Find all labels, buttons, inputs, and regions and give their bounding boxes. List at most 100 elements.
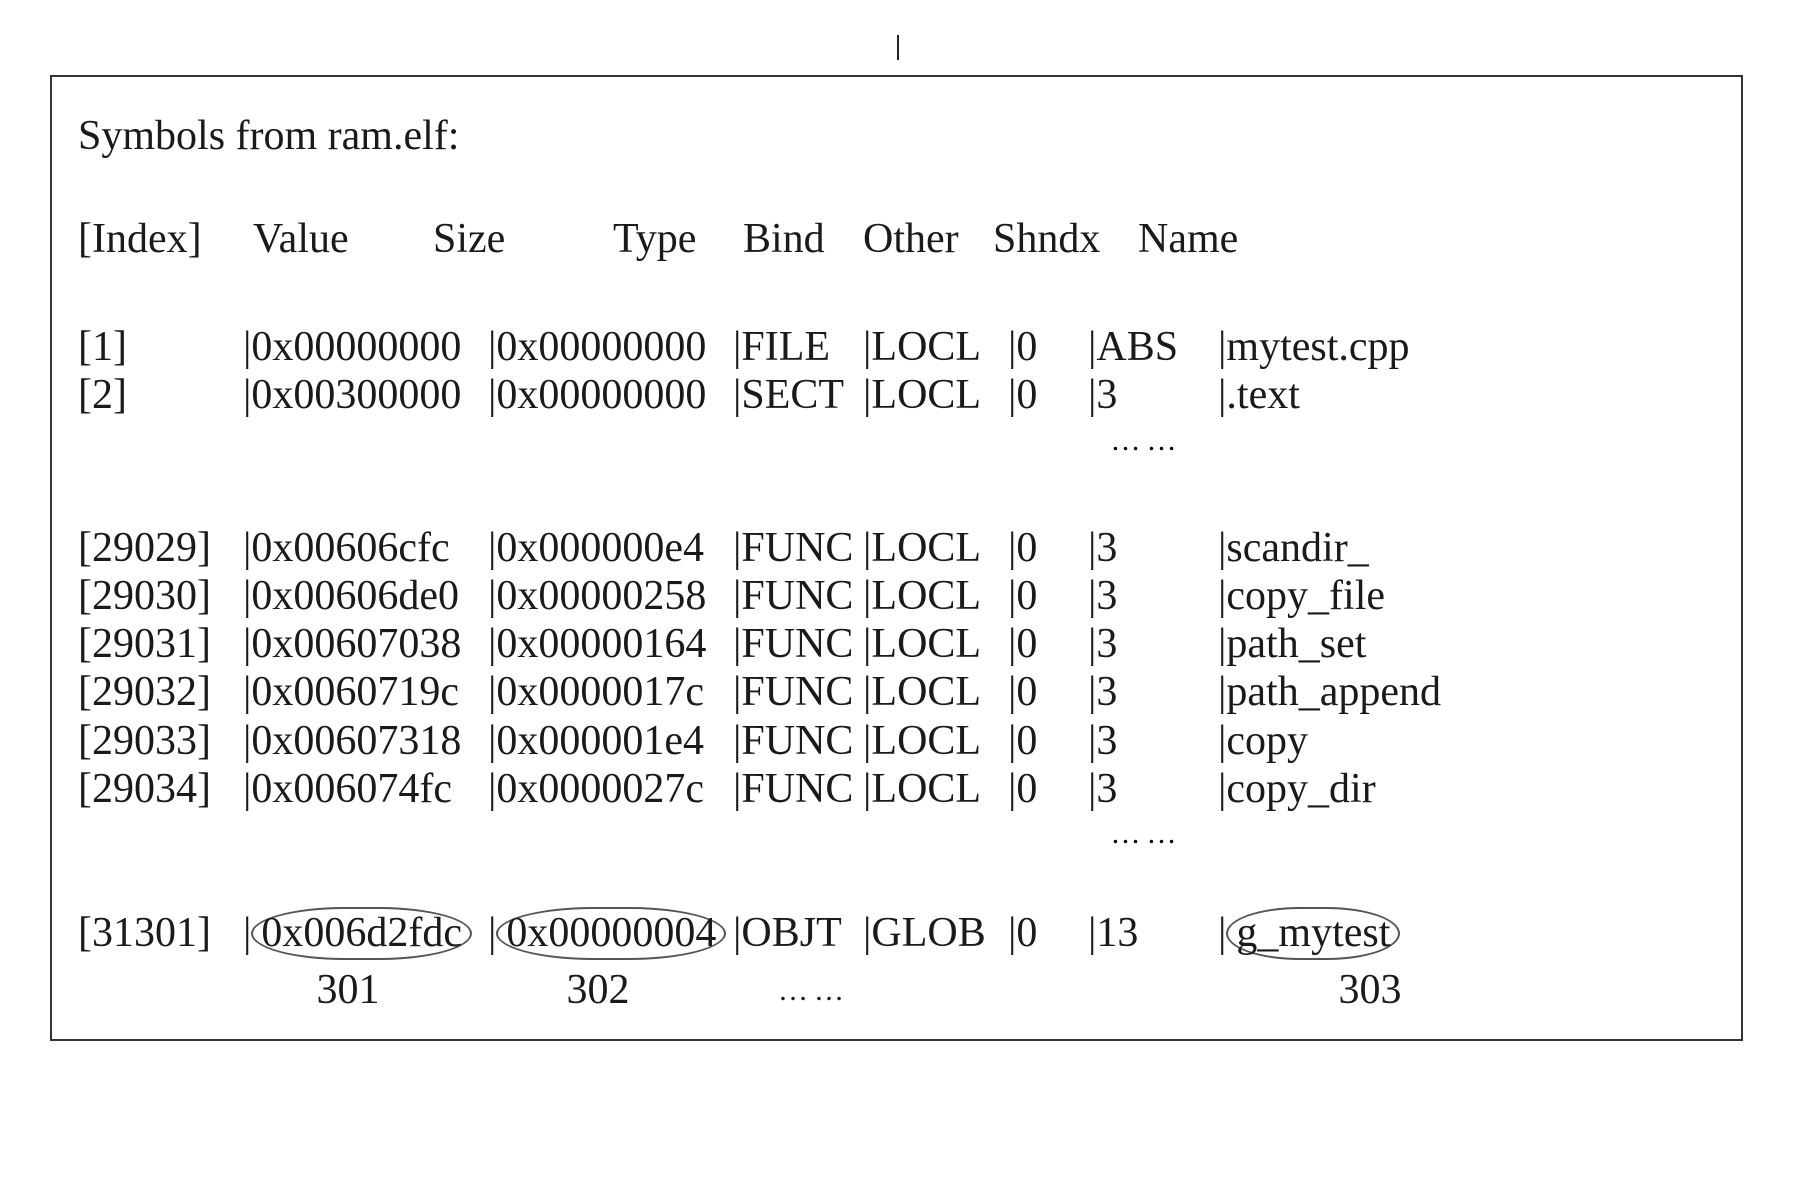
cell-shndx: |13 [1088, 909, 1218, 957]
cell-value: |0x0060719c [243, 668, 488, 716]
cell-index: [29032] [78, 668, 243, 716]
table-row: [29029]|0x00606cfc|0x000000e4|FUNC |LOCL… [70, 524, 1723, 572]
cell-value: |0x00607038 [243, 620, 488, 668]
table-row: [1]|0x00000000|0x00000000|FILE |LOCL |0|… [70, 323, 1723, 371]
cell-name: |path_set [1218, 620, 1366, 668]
table-row: [2]|0x00300000|0x00000000|SECT |LOCL |0|… [70, 371, 1723, 419]
hdr-value: Value [253, 215, 433, 263]
cell-value: |0x00606de0 [243, 572, 488, 620]
cell-name: |copy [1218, 717, 1308, 765]
cell-bind: |LOCL [863, 620, 1008, 668]
cell-size: |0x0000017c [488, 668, 733, 716]
ellipsis-1: …… [70, 424, 1723, 464]
cell-value: |0x00300000 [243, 371, 488, 419]
cell-other: |0 [1008, 323, 1088, 371]
cell-bind: |LOCL [863, 717, 1008, 765]
cell-size: |0x000000e4 [488, 524, 733, 572]
table-title: Symbols from ram.elf: [70, 112, 1723, 160]
cell-name: |.text [1218, 371, 1300, 419]
cell-shndx: |3 [1088, 717, 1218, 765]
pipe: | [1218, 910, 1226, 956]
cell-type: |FUNC [733, 765, 863, 813]
cell-other: |0 [1008, 717, 1088, 765]
cell-type: |FUNC [733, 524, 863, 572]
cell-index: [31301] [78, 909, 243, 957]
table-row: [29031]|0x00607038|0x00000164|FUNC |LOCL… [70, 620, 1723, 668]
cell-index: [1] [78, 323, 243, 371]
cell-shndx: |3 [1088, 765, 1218, 813]
cell-other: |0 [1008, 371, 1088, 419]
cell-size: |0x00000164 [488, 620, 733, 668]
cell-other: |0 [1008, 765, 1088, 813]
cell-shndx: |3 [1088, 572, 1218, 620]
cell-shndx: |3 [1088, 668, 1218, 716]
cell-bind: |LOCL [863, 524, 1008, 572]
cell-size: |0x00000258 [488, 572, 733, 620]
cell-type: |OBJT [733, 909, 863, 957]
cell-value: |0x006d2fdc [243, 907, 488, 959]
cell-type: |FILE [733, 323, 863, 371]
cell-bind: |LOCL [863, 323, 1008, 371]
hdr-name: Name [1138, 215, 1238, 263]
cell-size: |0x0000027c [488, 765, 733, 813]
cell-value: |0x00000000 [243, 323, 488, 371]
ellipsis-2: …… [70, 817, 1723, 857]
pipe: | [488, 910, 496, 956]
cell-index: [29033] [78, 717, 243, 765]
table-row: [29032]|0x0060719c|0x0000017c|FUNC |LOCL… [70, 668, 1723, 716]
hdr-index: [Index] [78, 215, 253, 263]
cell-shndx: |3 [1088, 620, 1218, 668]
top-tick-mark [50, 60, 1743, 75]
cell-shndx: |3 [1088, 371, 1218, 419]
cell-other: |0 [1008, 620, 1088, 668]
cell-size: |0x00000004 [488, 907, 733, 959]
hdr-shndx: Shndx [993, 215, 1138, 263]
cell-type: |FUNC [733, 717, 863, 765]
table-row: [29030]|0x00606de0|0x00000258|FUNC |LOCL… [70, 572, 1723, 620]
annotation-302: 302 [498, 966, 698, 1014]
hdr-type: Type [613, 215, 743, 263]
symbol-table-frame: Symbols from ram.elf: [Index] Value Size… [50, 75, 1743, 1041]
cell-shndx: |3 [1088, 524, 1218, 572]
cell-name: |g_mytest [1218, 907, 1400, 959]
cell-other: |0 [1008, 668, 1088, 716]
cell-index: [29034] [78, 765, 243, 813]
cell-index: [29029] [78, 524, 243, 572]
cell-other: |0 [1008, 909, 1088, 957]
ellipsis-3: …… [778, 966, 850, 1014]
cell-bind: |LOCL [863, 668, 1008, 716]
circled-size: 0x00000004 [496, 907, 726, 959]
cell-value: |0x00607318 [243, 717, 488, 765]
cell-name: |copy_file [1218, 572, 1385, 620]
table-row: [29033]|0x00607318|0x000001e4|FUNC |LOCL… [70, 717, 1723, 765]
cell-other: |0 [1008, 524, 1088, 572]
cell-name: |path_append [1218, 668, 1441, 716]
cell-size: |0x000001e4 [488, 717, 733, 765]
cell-name: |scandir_ [1218, 524, 1369, 572]
table-row-last: [31301] |0x006d2fdc |0x00000004 |OBJT |G… [70, 907, 1723, 959]
hdr-bind: Bind [743, 215, 863, 263]
cell-index: [29031] [78, 620, 243, 668]
hdr-size: Size [433, 215, 613, 263]
cell-type: |FUNC [733, 572, 863, 620]
cell-size: |0x00000000 [488, 371, 733, 419]
circled-name: g_mytest [1226, 907, 1400, 959]
cell-type: |FUNC [733, 620, 863, 668]
pipe: | [243, 910, 251, 956]
cell-size: |0x00000000 [488, 323, 733, 371]
annotation-303: 303 [1270, 966, 1470, 1014]
cell-type: |SECT [733, 371, 863, 419]
cell-value: |0x00606cfc [243, 524, 488, 572]
circled-value: 0x006d2fdc [251, 907, 472, 959]
cell-name: |copy_dir [1218, 765, 1376, 813]
cell-bind: |GLOB [863, 909, 1008, 957]
header-row: [Index] Value Size Type Bind Other Shndx… [70, 215, 1723, 263]
cell-index: [2] [78, 371, 243, 419]
annotation-row: 301 302 …… 303 [70, 966, 1723, 1014]
annotation-301: 301 [248, 966, 448, 1014]
cell-other: |0 [1008, 572, 1088, 620]
cell-index: [29030] [78, 572, 243, 620]
cell-value: |0x006074fc [243, 765, 488, 813]
cell-bind: |LOCL [863, 371, 1008, 419]
hdr-other: Other [863, 215, 993, 263]
